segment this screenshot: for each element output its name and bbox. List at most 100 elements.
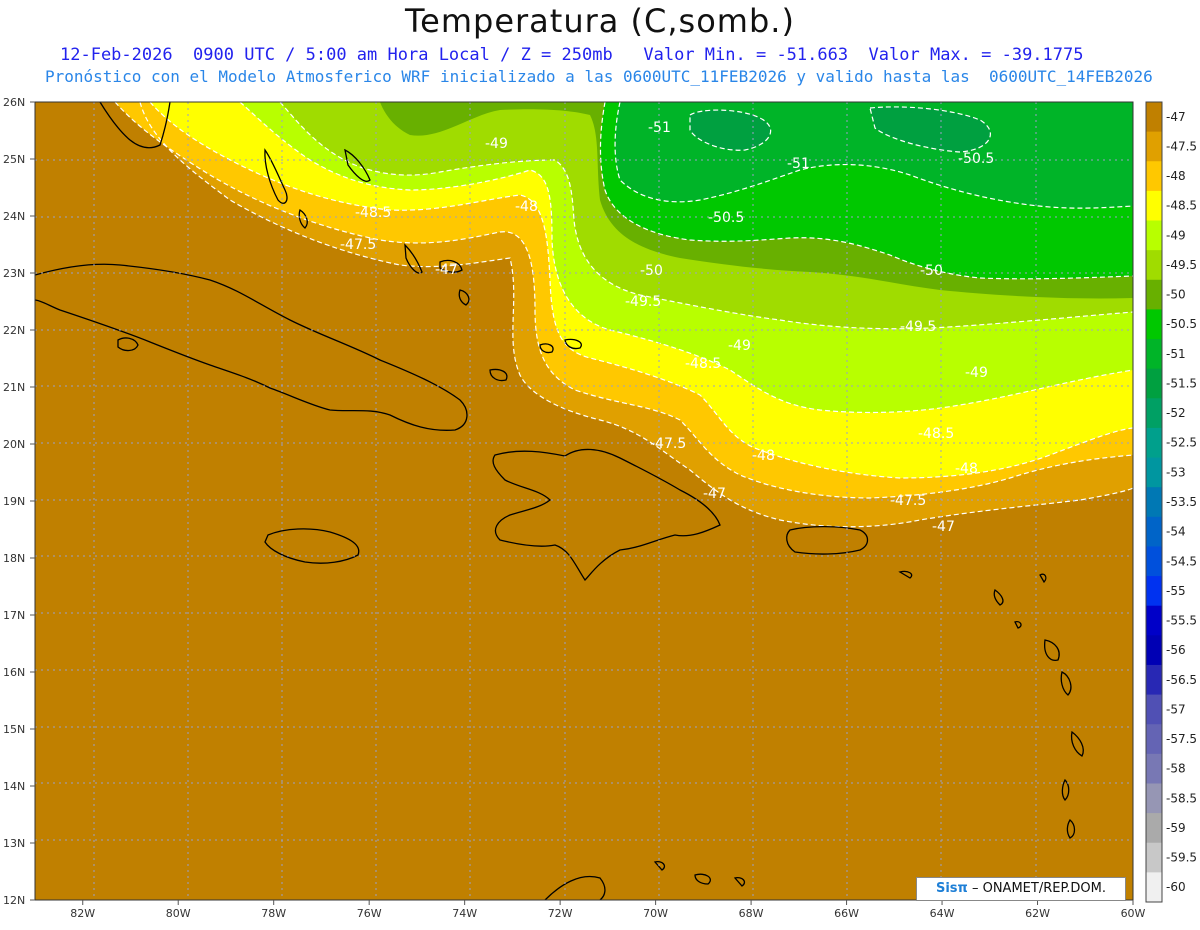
bahamas-island <box>344 148 371 182</box>
lon-tick-label: 60W <box>1121 907 1146 920</box>
temperature-fill: -49 -51 -50.5 -48.5 -48 -47.5 -47 -50 -4… <box>35 102 1133 900</box>
colorbar-swatch <box>1146 516 1162 547</box>
colorbar: -47 -47.5 -48 -48.5 -49 -49.5 -50 -50.5 -51 -51.5… <box>1145 101 1197 903</box>
contour-label-extra: -48 <box>955 461 978 477</box>
colorbar-swatch <box>1146 102 1162 133</box>
contour-label: -49 <box>485 136 508 152</box>
antilles-island <box>993 588 1004 606</box>
colorbar-label: -56.5 <box>1166 673 1197 687</box>
lat-tick-label: 12N <box>3 894 25 907</box>
colorbar-swatch <box>1146 576 1162 607</box>
bahamas-island <box>489 368 508 382</box>
lon-tick-label: 82W <box>70 907 95 920</box>
lon-tick-label: 76W <box>357 907 382 920</box>
lat-tick-label: 16N <box>3 666 25 679</box>
colorbar-label: -47.5 <box>1166 139 1197 153</box>
contour-label: -48.5 <box>355 205 391 221</box>
colorbar-label: -60 <box>1166 880 1186 894</box>
colorbar-swatch <box>1146 457 1162 488</box>
contour-label: -50.5 <box>958 151 994 167</box>
colorbar-swatch <box>1146 339 1162 370</box>
colorbar-label: -51.5 <box>1166 376 1197 390</box>
bahamas-island <box>298 208 308 229</box>
lat-tick-label: 17N <box>3 609 25 622</box>
colorbar-label: -55.5 <box>1166 614 1197 628</box>
cuba-coast <box>35 263 468 431</box>
lat-tick-label: 18N <box>3 552 25 565</box>
lat-tick-label: 24N <box>3 210 25 223</box>
antilles-island <box>1014 620 1022 629</box>
colorbar-label: -49.5 <box>1166 258 1197 272</box>
bahamas-island <box>539 343 554 354</box>
contour-label: -51 <box>648 120 671 136</box>
colorbar-swatch <box>1146 309 1162 340</box>
colorbar-label: -54 <box>1166 525 1186 539</box>
colorbar-label: -52.5 <box>1166 436 1197 450</box>
abc-island <box>694 873 711 885</box>
colorbar-label: -56 <box>1166 643 1186 657</box>
colorbar-swatch <box>1146 131 1162 162</box>
lon-tick-label: 62W <box>1025 907 1050 920</box>
contour-label: -49.5 <box>625 294 661 310</box>
colorbar-swatch <box>1146 664 1162 696</box>
colorbar-swatch <box>1146 546 1162 577</box>
abc-island <box>653 860 666 871</box>
contour-label-extra: -51 <box>787 156 810 172</box>
colorbar-swatch <box>1146 398 1162 429</box>
bahamas-island <box>564 338 582 350</box>
contour-label-extra: -48.5 <box>918 426 954 442</box>
colorbar-label: -59.5 <box>1166 851 1197 865</box>
lon-tick-label: 72W <box>548 907 573 920</box>
colorbar-swatch <box>1146 783 1162 814</box>
contour-lines <box>114 102 1133 528</box>
contour-label-extra: -50 <box>920 263 943 279</box>
antilles-island <box>1060 671 1072 696</box>
lat-tick-label: 25N <box>3 153 25 166</box>
colorbar-label: -58.5 <box>1166 791 1197 805</box>
subtitle-date-levels: 12-Feb-2026 0900 UTC / 5:00 am Hora Loca… <box>60 45 1084 65</box>
colorbar-swatch <box>1146 487 1162 518</box>
colorbar-swatch <box>1146 368 1162 399</box>
contour-label: -47.5 <box>890 493 926 509</box>
contour-label: -48 <box>752 448 775 464</box>
contour-label: -47 <box>932 519 955 535</box>
lon-tick-label: 66W <box>834 907 859 920</box>
lat-tick-label: 23N <box>3 267 25 280</box>
colorbar-label: -50 <box>1166 288 1186 302</box>
colorbar-label: -54.5 <box>1166 554 1197 568</box>
bahamas-island <box>404 243 423 274</box>
colorbar-label: -52 <box>1166 406 1186 420</box>
contour-label: -47 <box>435 262 458 278</box>
lon-tick-label: 78W <box>261 907 286 920</box>
contour-label-extra: -50.5 <box>708 210 744 226</box>
coastlines <box>35 102 1084 900</box>
florida-coast <box>99 102 171 149</box>
lat-tick-label: 15N <box>3 723 25 736</box>
lon-tick-label: 74W <box>452 907 477 920</box>
colorbar-label: -59 <box>1166 821 1186 835</box>
antilles-island <box>1061 778 1070 801</box>
bahamas-island <box>264 148 288 204</box>
colorbar-swatch <box>1146 813 1162 844</box>
colorbar-swatch <box>1146 190 1162 222</box>
hispaniola-coast <box>492 448 721 582</box>
colorbar-label: -53 <box>1166 465 1186 479</box>
colorbar-label: -58 <box>1166 762 1186 776</box>
jamaica-coast <box>264 528 360 564</box>
contour-label: -47.5 <box>340 237 376 253</box>
colorbar-label: -50.5 <box>1166 317 1197 331</box>
colorbar-swatch <box>1146 753 1162 784</box>
contour-label: -47.5 <box>650 436 686 452</box>
contour-label-extra: -49.5 <box>900 319 936 335</box>
colorbar-label: -47 <box>1166 110 1186 124</box>
colorbar-label: -48 <box>1166 169 1186 183</box>
colorbar-swatch <box>1146 872 1162 903</box>
colorbar-label: -53.5 <box>1166 495 1197 509</box>
colorbar-swatch <box>1146 427 1162 459</box>
colorbar-swatch <box>1146 250 1162 281</box>
lat-tick-label: 22N <box>3 324 25 337</box>
lon-tick-label: 70W <box>643 907 668 920</box>
colorbar-label: -55 <box>1166 584 1186 598</box>
lat-tick-label: 13N <box>3 837 25 850</box>
